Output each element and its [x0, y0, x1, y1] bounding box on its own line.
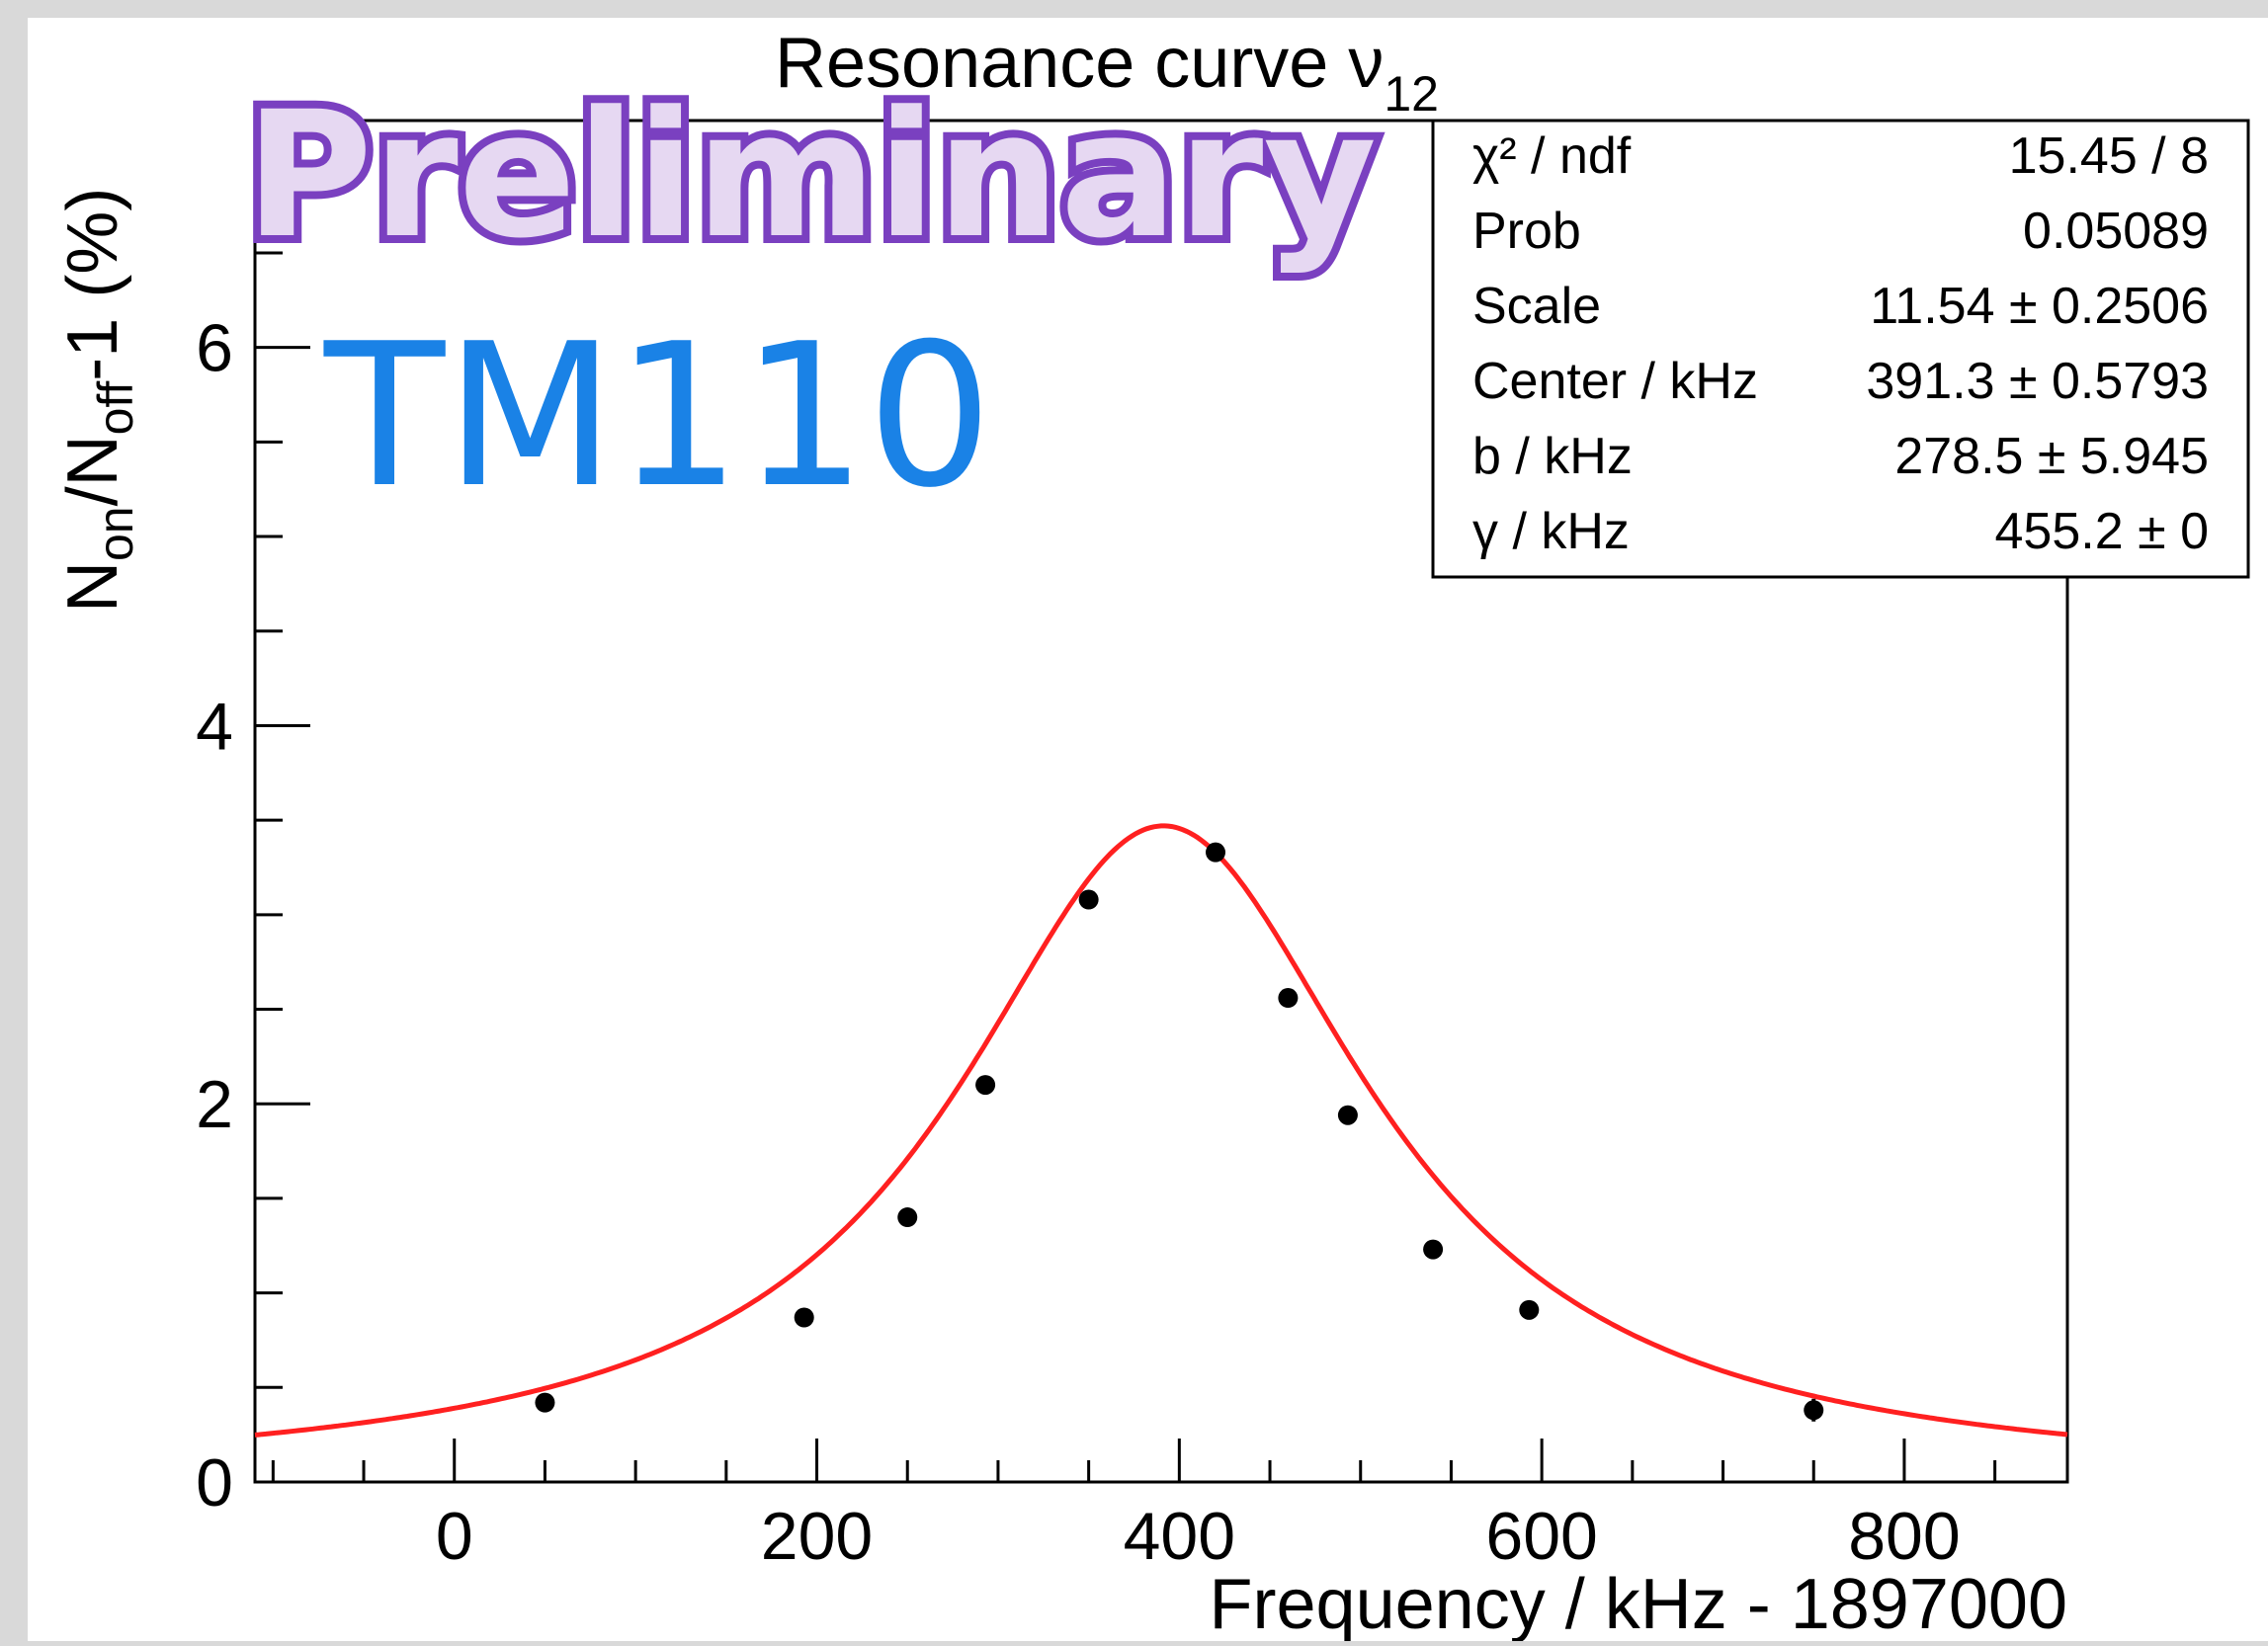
y-tick-label: 4 — [196, 689, 233, 764]
stats-rows: χ² / ndf 15.45 / 8 Prob 0.05089 Scale 11.54 ±… — [1472, 127, 2209, 560]
data-point — [1519, 1299, 1540, 1320]
stats-value: 455.2 ± 0 — [1995, 503, 2209, 560]
data-point — [1337, 1105, 1358, 1125]
stats-value: 0.05089 — [2023, 203, 2209, 260]
y-tick-label: 0 — [196, 1445, 233, 1521]
stats-value: 15.45 / 8 — [2009, 127, 2209, 185]
stats-name: Center / kHz — [1472, 353, 1758, 410]
stats-name: χ² / ndf — [1472, 127, 1632, 185]
y-tick-label: 6 — [196, 311, 233, 386]
y-label-sub-off: off — [88, 381, 143, 436]
axes-group: 0 200 400 600 800 0 2 4 6 — [196, 119, 2069, 1574]
x-tick-label: 200 — [761, 1499, 873, 1574]
plot-frame — [253, 119, 2069, 1484]
y-tick-label: 2 — [196, 1067, 233, 1142]
stats-box: χ² / ndf 15.45 / 8 Prob 0.05089 Scale 11.54 ±… — [1431, 119, 2250, 579]
chart-title-main: Resonance curve ν — [775, 24, 1384, 103]
x-tick-label: 400 — [1124, 1499, 1235, 1574]
chart-title: Resonance curve ν12 — [775, 24, 1439, 122]
stats-value: 391.3 ± 0.5793 — [1866, 353, 2209, 410]
stats-name: Scale — [1472, 278, 1601, 335]
y-label-n: N — [53, 561, 132, 613]
data-point — [1278, 988, 1299, 1009]
x-axis-label: Frequency / kHz - 1897000 — [1210, 1565, 2067, 1641]
data-points-group — [535, 842, 1824, 1422]
data-point — [1078, 889, 1099, 910]
y-label-sub-on: on — [88, 506, 143, 561]
y-label-tail: -1 (%) — [53, 188, 132, 381]
data-point — [794, 1307, 814, 1328]
stats-value: 278.5 ± 5.945 — [1894, 428, 2209, 485]
x-tick-label: 800 — [1848, 1499, 1960, 1574]
x-tick-label: 0 — [436, 1499, 473, 1574]
fit-curve — [254, 823, 2068, 1438]
stats-name: γ / kHz — [1472, 503, 1630, 560]
chart-title-subscript: 12 — [1384, 66, 1439, 122]
data-point — [975, 1075, 996, 1096]
stats-box-frame — [1431, 119, 2250, 579]
stats-value: 11.54 ± 0.2506 — [1870, 278, 2209, 335]
fit-curve-group — [254, 823, 2068, 1438]
y-axis-label: Non/Noff-1 (%) — [53, 188, 143, 613]
mode-label: TM110 — [323, 301, 992, 532]
stats-name: b / kHz — [1472, 428, 1633, 485]
data-point — [1804, 1400, 1824, 1421]
x-tick-label: 600 — [1485, 1499, 1597, 1574]
stats-name: Prob — [1472, 203, 1581, 260]
y-label-mid: /N — [53, 435, 132, 506]
data-point — [1423, 1239, 1444, 1260]
preliminary-watermark: Preliminary — [245, 74, 1377, 277]
data-point — [535, 1392, 555, 1413]
data-point — [897, 1207, 918, 1228]
data-point — [1206, 842, 1226, 863]
